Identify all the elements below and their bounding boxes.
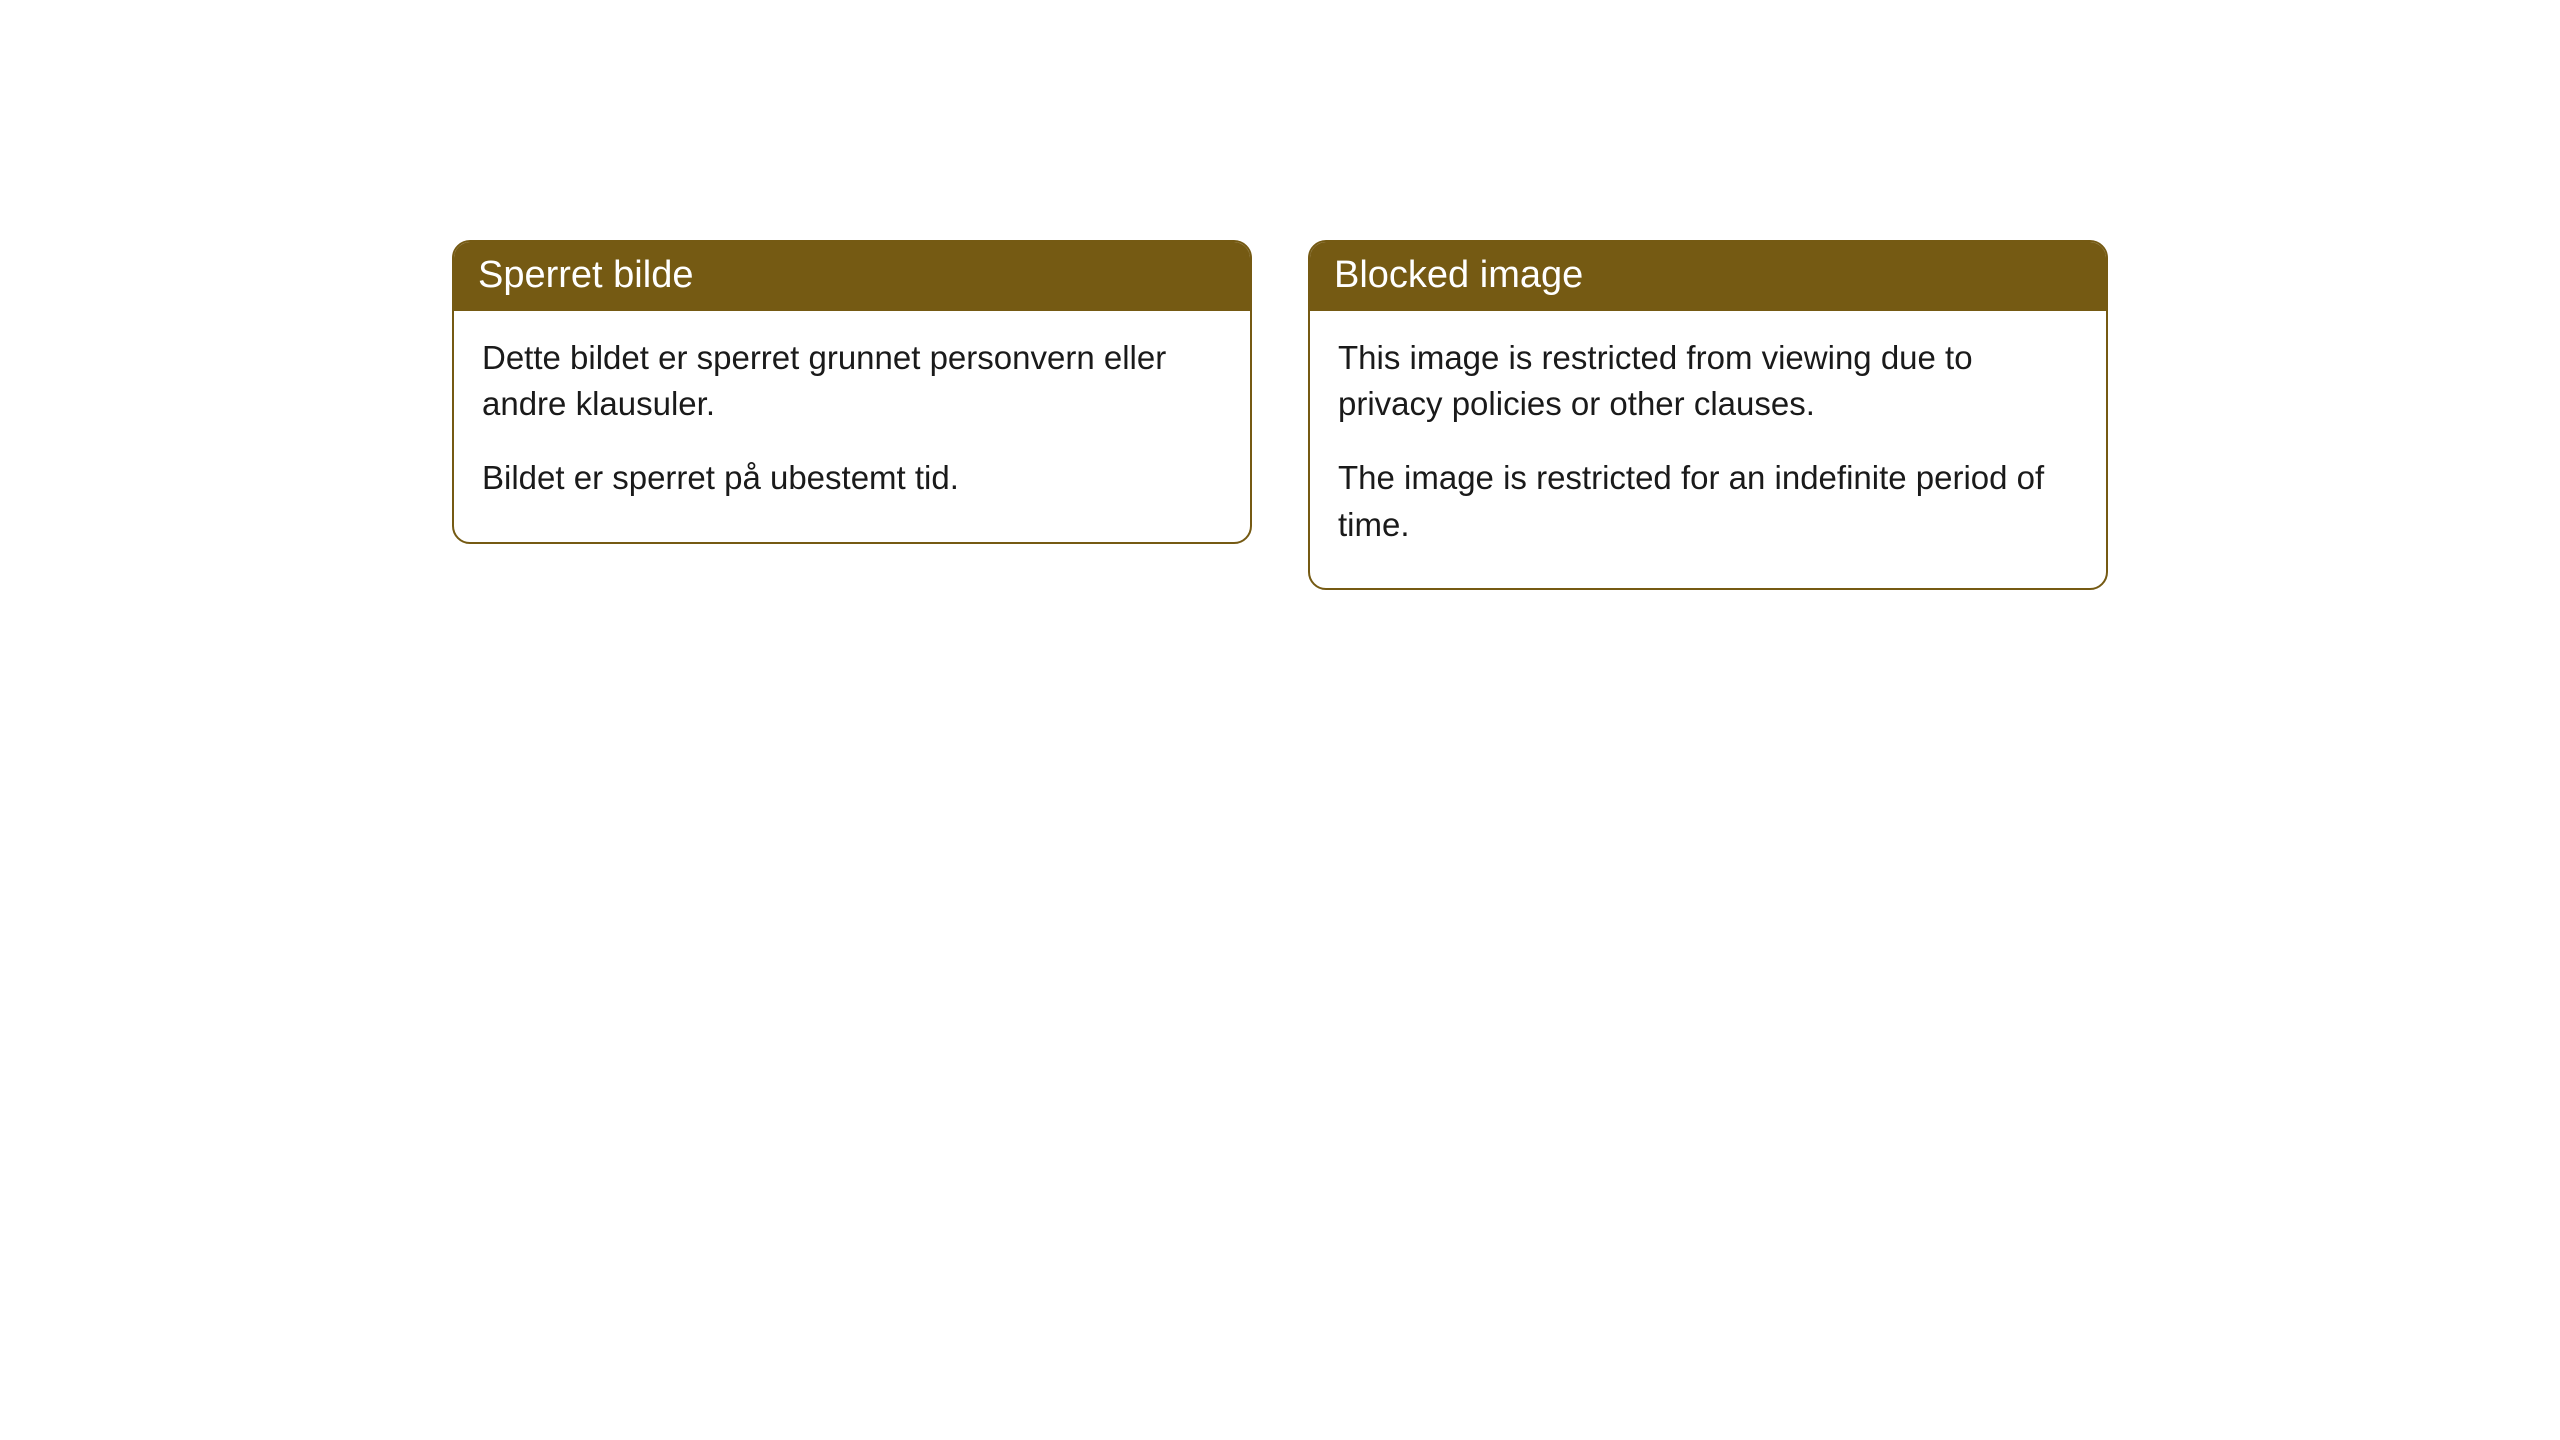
blocked-image-card-no: Sperret bilde Dette bildet er sperret gr…: [452, 240, 1252, 544]
card-body: Dette bildet er sperret grunnet personve…: [454, 311, 1250, 542]
card-title: Blocked image: [1334, 254, 1583, 296]
blocked-image-card-en: Blocked image This image is restricted f…: [1308, 240, 2108, 590]
card-header: Sperret bilde: [454, 242, 1250, 311]
card-paragraph: Bildet er sperret på ubestemt tid.: [482, 455, 1222, 501]
card-header: Blocked image: [1310, 242, 2106, 311]
card-container: Sperret bilde Dette bildet er sperret gr…: [452, 240, 2108, 1440]
card-body: This image is restricted from viewing du…: [1310, 311, 2106, 588]
card-title: Sperret bilde: [478, 254, 693, 296]
card-paragraph: Dette bildet er sperret grunnet personve…: [482, 335, 1222, 427]
card-paragraph: The image is restricted for an indefinit…: [1338, 455, 2078, 547]
card-paragraph: This image is restricted from viewing du…: [1338, 335, 2078, 427]
